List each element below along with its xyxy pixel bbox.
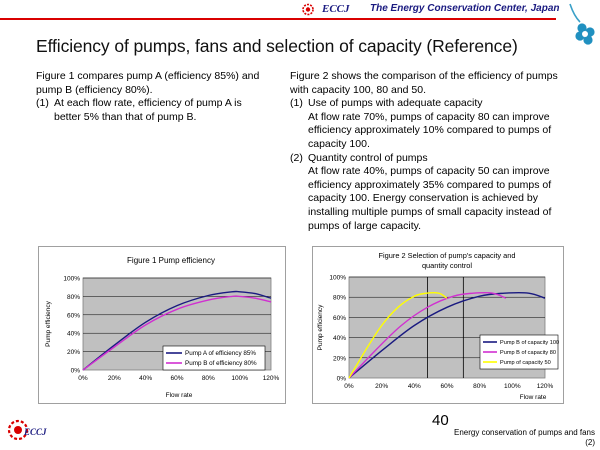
fig1-series-line-2 xyxy=(82,295,272,371)
left-item-1: (1) At each flow rate, efficiency of pump… xyxy=(36,97,268,124)
right-item-2-heading: Quantity control of pumps xyxy=(308,151,428,164)
fig1-legend-label-1: Pump A of efficiency 85% xyxy=(185,350,256,357)
header-divider xyxy=(0,18,556,20)
fig1-x-axis-label: Flow rate xyxy=(166,392,193,399)
fig1-y-tick-label: 100% xyxy=(63,276,80,283)
fig2-legend-label-3: Pump of capacity 50 xyxy=(500,360,551,366)
fig1-x-tick-label: 0% xyxy=(78,375,88,382)
fig2-x-tick-label: 60% xyxy=(440,383,453,390)
fig1-x-tick-label: 60% xyxy=(170,375,183,382)
figure-1-svg: Figure 1 Pump efficiency 0% 20% 40% 60% 80% 10… xyxy=(45,256,280,399)
right-item-2-number: (2) xyxy=(290,151,303,164)
fig2-y-tick-label: 60% xyxy=(333,315,346,322)
eccj-logo-icon xyxy=(302,3,314,16)
fig1-legend-box xyxy=(162,345,266,371)
left-column-text: Figure 1 compares pump A (efficiency 85%… xyxy=(36,70,268,124)
fig2-x-tick-label: 40% xyxy=(408,383,421,390)
left-item-1-text: At each flow rate, efficiency of pump A … xyxy=(54,97,242,123)
footer-abbr: ECCJ xyxy=(24,427,47,437)
page-title: Efficiency of pumps, fans and selection … xyxy=(36,36,518,56)
fig1-y-tick-label: 60% xyxy=(67,312,80,319)
fig1-y-tick-label: 20% xyxy=(67,349,80,356)
fig2-x-tick-label: 80% xyxy=(473,383,486,390)
fig1-x-tick-label: 120% xyxy=(263,375,280,382)
fig2-x-tick-label: 100% xyxy=(504,383,521,390)
fig1-x-tick-label: 20% xyxy=(108,375,121,382)
fig2-legend-label-1: Pump B of capacity 100 xyxy=(500,340,559,346)
fig1-y-tick-label: 40% xyxy=(67,331,80,338)
fig1-y-tick-label: 0% xyxy=(71,368,81,375)
fig1-y-axis-label: Pump efficiency xyxy=(45,300,52,347)
fig2-x-axis-label: Flow rate xyxy=(520,394,547,401)
fig2-x-tick-label: 20% xyxy=(375,383,388,390)
fig2-title-line-2: quantity control xyxy=(422,261,472,270)
right-column-text: Figure 2 shows the comparison of the eff… xyxy=(290,70,572,233)
figure-1-chart: Figure 1 Pump efficiency 0% 20% 40% 60% 80% 10… xyxy=(38,246,286,404)
fig2-y-tick-label: 0% xyxy=(337,376,347,383)
fig2-series-line-2 xyxy=(348,291,507,379)
fig1-x-tick-label: 40% xyxy=(139,375,152,382)
fig1-series-line-1 xyxy=(82,290,272,371)
left-intro: Figure 1 compares pump A (efficiency 85%… xyxy=(36,70,260,96)
right-item-2: (2) Quantity control of pumps xyxy=(290,152,572,166)
fig2-series-line-3 xyxy=(348,291,448,379)
right-item-1-number: (1) xyxy=(290,97,303,110)
fig2-series-line-1 xyxy=(348,291,546,379)
left-item-1-number: (1) xyxy=(36,97,49,110)
fig2-y-tick-label: 80% xyxy=(333,295,346,302)
fig2-x-tick-label: 120% xyxy=(537,383,554,390)
fig1-x-tick-label: 100% xyxy=(231,375,248,382)
footer-subtitle-line1: Energy conservation of pumps and fans xyxy=(454,428,595,437)
right-item-1-detail: At flow rate 70%, pumps of capacity 80 c… xyxy=(308,110,552,150)
fig2-y-tick-label: 100% xyxy=(329,275,346,282)
footer-logo-icon xyxy=(7,419,29,441)
right-item-1: (1) Use of pumps with adequate capacity xyxy=(290,97,572,111)
fig2-title-line-1: Figure 2 Selection of pump's capacity an… xyxy=(379,251,516,260)
fig2-legend-label-2: Pump B of capacity 80 xyxy=(500,350,556,356)
fig1-y-tick-label: 80% xyxy=(67,294,80,301)
footer-subtitle: Energy conservation of pumps and fans (2… xyxy=(425,428,595,448)
right-intro: Figure 2 shows the comparison of the eff… xyxy=(290,70,558,96)
right-item-1-heading: Use of pumps with adequate capacity xyxy=(308,97,483,110)
right-item-2-detail: At flow rate 40%, pumps of capacity 50 c… xyxy=(308,165,552,232)
figure-2-svg: Figure 2 Selection of pump's capacity an… xyxy=(317,251,559,401)
figure-2-chart: Figure 2 Selection of pump's capacity an… xyxy=(312,246,564,404)
page-number: 40 xyxy=(432,412,449,429)
fig2-y-tick-label: 20% xyxy=(333,355,346,362)
header-org-name: The Energy Conservation Center, Japan xyxy=(370,3,560,14)
fig2-y-axis-label: Pump efficiency xyxy=(317,304,324,351)
clover-logo-icon xyxy=(569,3,595,45)
fig1-legend-label-2: Pump B of efficiency 80% xyxy=(185,360,257,367)
header-abbr: ECCJ xyxy=(322,3,350,15)
fig2-y-tick-label: 40% xyxy=(333,335,346,342)
fig2-x-tick-label: 0% xyxy=(344,383,354,390)
footer-subtitle-line2: (2) xyxy=(585,438,595,447)
fig1-x-tick-label: 80% xyxy=(202,375,215,382)
fig1-title: Figure 1 Pump efficiency xyxy=(127,256,215,265)
